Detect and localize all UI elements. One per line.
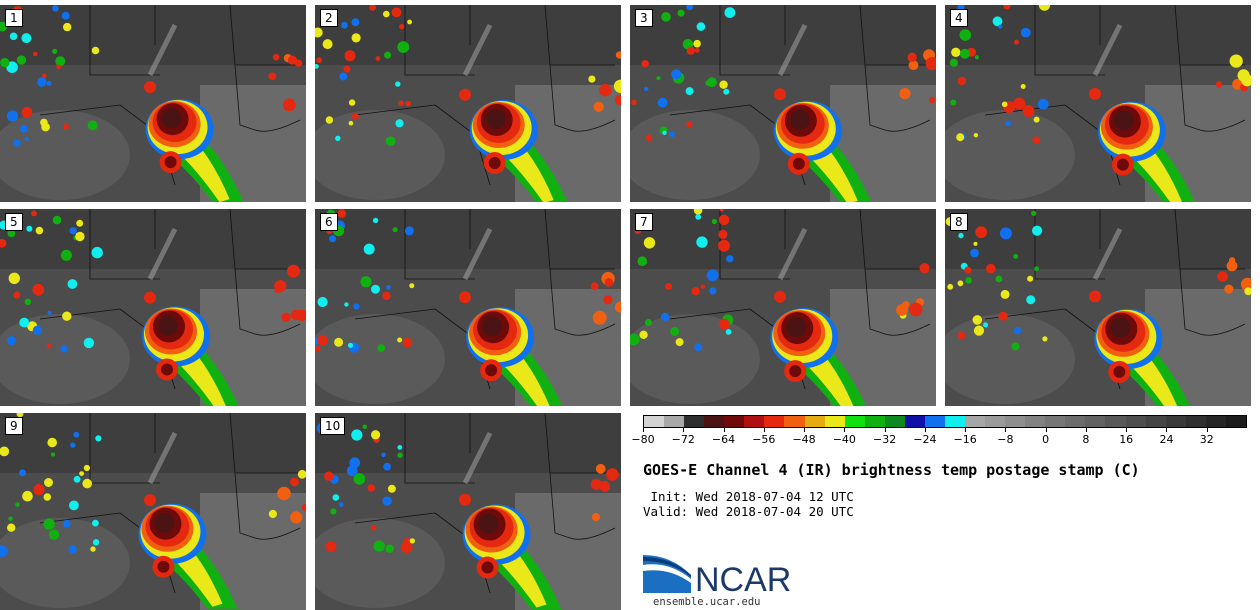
colorbar-tick-label: −32 (872, 433, 897, 446)
colorbar-tick (763, 428, 765, 432)
ir-satellite-map (945, 5, 1251, 202)
panel-number: 8 (950, 213, 968, 231)
panel-number: 2 (320, 9, 338, 27)
colorbar-segment (864, 416, 885, 427)
colorbar-tick (844, 428, 846, 432)
postage-stamp-panel: 2 (315, 5, 621, 202)
colorbar-tick (1085, 428, 1087, 432)
colorbar-tick-label: −40 (832, 433, 856, 446)
colorbar-segment (1205, 416, 1226, 427)
colorbar-tick-label: −48 (792, 433, 816, 446)
postage-stamp-panel: 8 (945, 209, 1251, 406)
colorbar-segment (1005, 416, 1026, 427)
colorbar-tick-label: −80 (631, 433, 655, 446)
colorbar-tick (1206, 428, 1208, 432)
ir-satellite-map (315, 5, 621, 202)
panel-number: 6 (320, 213, 338, 231)
valid-time: Valid: Wed 2018-07-04 20 UTC (643, 504, 854, 519)
colorbar-tick (924, 428, 926, 432)
colorbar-segment (1105, 416, 1126, 427)
panel-number: 1 (5, 9, 23, 27)
colorbar-segment (704, 416, 725, 427)
colorbar-tick-label: −8 (997, 433, 1014, 446)
colorbar-segment (764, 416, 785, 427)
site-url: ensemble.ucar.edu (653, 596, 761, 608)
colorbar-segment (1165, 416, 1186, 427)
colorbar-segment (904, 416, 925, 427)
ir-satellite-map (0, 413, 306, 610)
colorbar-segment (1225, 416, 1246, 427)
ir-satellite-map (630, 5, 936, 202)
ir-satellite-map (315, 209, 621, 406)
postage-stamp-panel: 5 (0, 209, 306, 406)
colorbar-segment (784, 416, 805, 427)
colorbar-tick (1166, 428, 1168, 432)
ncar-logo: NCAR (643, 555, 791, 595)
colorbar-segment (1145, 416, 1166, 427)
colorbar-segment (1045, 416, 1066, 427)
panel-number: 10 (320, 417, 346, 435)
colorbar-segment (1025, 416, 1046, 427)
colorbar-tick-label: 32 (1199, 433, 1214, 446)
colorbar-segment (684, 416, 705, 427)
colorbar-tick (1005, 428, 1007, 432)
panel-number: 9 (5, 417, 23, 435)
panel-number: 7 (635, 213, 653, 231)
colorbar-tick-label: 16 (1119, 433, 1134, 446)
colorbar-segment (824, 416, 845, 427)
colorbar-tick (884, 428, 886, 432)
postage-stamp-panel: 7 (630, 209, 936, 406)
figure-title: GOES-E Channel 4 (IR) brightness temp po… (643, 461, 1140, 479)
colorbar-segment (1125, 416, 1146, 427)
postage-stamp-panel: 10 (315, 413, 621, 610)
panel-number: 3 (635, 9, 653, 27)
postage-stamp-panel: 3 (630, 5, 936, 202)
colorbar-segment (664, 416, 685, 427)
colorbar-tick-label: 0 (1042, 433, 1050, 446)
colorbar-tick-label: 8 (1082, 433, 1090, 446)
colorbar-tick (643, 428, 644, 432)
colorbar-segment (924, 416, 945, 427)
colorbar-segment (1065, 416, 1086, 427)
colorbar-ticks: −80 −72 −64 −56 −48 −40 −32 −24 −16 −8 0 8 16 24 32 (631, 428, 1247, 448)
ncar-logo-text: NCAR (695, 561, 791, 595)
colorbar-segment (884, 416, 905, 427)
panel-number: 4 (950, 9, 968, 27)
ir-satellite-map (315, 413, 621, 610)
colorbar-tick (1045, 428, 1047, 432)
colorbar-segment (1085, 416, 1106, 427)
postage-stamp-panel: 9 (0, 413, 306, 610)
colorbar-tick-label: 24 (1159, 433, 1174, 446)
ir-satellite-map (945, 209, 1251, 406)
colorbar-tick (804, 428, 806, 432)
ir-satellite-map (0, 209, 306, 406)
colorbar-segment (804, 416, 825, 427)
init-time: Init: Wed 2018-07-04 12 UTC (643, 489, 854, 504)
colorbar-segment (965, 416, 986, 427)
colorbar-tick-label: −72 (671, 433, 695, 446)
colorbar (643, 415, 1247, 428)
colorbar-segment (744, 416, 765, 427)
postage-stamp-panel: 4 (945, 5, 1251, 202)
colorbar-segment (944, 416, 965, 427)
postage-stamp-panel: 6 (315, 209, 621, 406)
colorbar-tick-label: −56 (752, 433, 776, 446)
colorbar-tick-label: −24 (913, 433, 937, 446)
ir-satellite-map (0, 5, 306, 202)
colorbar-segment (724, 416, 745, 427)
panel-number: 5 (5, 213, 23, 231)
colorbar-tick-label: −16 (953, 433, 977, 446)
colorbar-segment (1185, 416, 1206, 427)
ir-satellite-map (630, 209, 936, 406)
postage-stamp-panel: 1 (0, 5, 306, 202)
colorbar-tick (1126, 428, 1128, 432)
colorbar-tick (965, 428, 967, 432)
colorbar-tick-label: −64 (711, 433, 736, 446)
colorbar-segment (844, 416, 865, 427)
colorbar-segment (985, 416, 1006, 427)
colorbar-tick (683, 428, 685, 432)
colorbar-tick (723, 428, 725, 432)
colorbar-segment (644, 416, 665, 427)
